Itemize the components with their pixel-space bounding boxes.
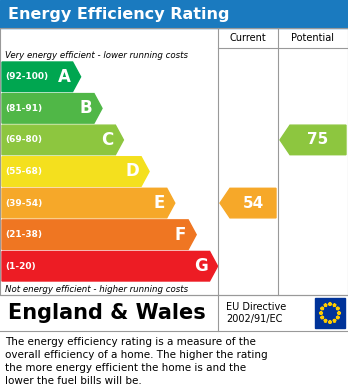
Text: 2002/91/EC: 2002/91/EC — [226, 314, 282, 325]
Polygon shape — [328, 320, 332, 323]
Text: (39-54): (39-54) — [5, 199, 42, 208]
Bar — [0, 28, 348, 295]
Polygon shape — [2, 62, 81, 91]
Polygon shape — [321, 307, 324, 310]
Polygon shape — [333, 303, 336, 307]
Polygon shape — [333, 319, 336, 322]
Text: 75: 75 — [307, 133, 329, 147]
Bar — [315, 298, 345, 328]
Bar — [0, 0, 348, 28]
Text: (81-91): (81-91) — [5, 104, 42, 113]
Polygon shape — [324, 319, 327, 322]
Text: (1-20): (1-20) — [5, 262, 35, 271]
Polygon shape — [2, 125, 124, 155]
Text: C: C — [101, 131, 113, 149]
Polygon shape — [336, 307, 340, 310]
Polygon shape — [328, 302, 332, 305]
Polygon shape — [2, 188, 175, 218]
Text: lower the fuel bills will be.: lower the fuel bills will be. — [5, 376, 142, 386]
Bar — [0, 295, 348, 331]
Text: F: F — [175, 226, 186, 244]
Text: the more energy efficient the home is and the: the more energy efficient the home is an… — [5, 363, 246, 373]
Text: Potential: Potential — [292, 33, 334, 43]
Text: EU Directive: EU Directive — [226, 301, 286, 312]
Text: B: B — [79, 99, 92, 117]
Text: Not energy efficient - higher running costs: Not energy efficient - higher running co… — [5, 285, 188, 294]
Polygon shape — [337, 311, 341, 314]
Polygon shape — [2, 93, 102, 123]
Text: G: G — [194, 257, 207, 275]
Polygon shape — [336, 316, 340, 319]
Text: (55-68): (55-68) — [5, 167, 42, 176]
Polygon shape — [2, 220, 196, 249]
Polygon shape — [321, 316, 324, 319]
Polygon shape — [319, 311, 323, 314]
Text: Current: Current — [230, 33, 266, 43]
Polygon shape — [2, 251, 218, 281]
Text: A: A — [58, 68, 71, 86]
Text: (92-100): (92-100) — [5, 72, 48, 81]
Polygon shape — [220, 188, 276, 218]
Text: D: D — [125, 163, 139, 181]
Polygon shape — [324, 303, 327, 307]
Text: Very energy efficient - lower running costs: Very energy efficient - lower running co… — [5, 51, 188, 60]
Text: E: E — [153, 194, 165, 212]
Text: overall efficiency of a home. The higher the rating: overall efficiency of a home. The higher… — [5, 350, 268, 360]
Text: 54: 54 — [242, 196, 264, 211]
Polygon shape — [2, 157, 149, 186]
Text: England & Wales: England & Wales — [8, 303, 206, 323]
Text: The energy efficiency rating is a measure of the: The energy efficiency rating is a measur… — [5, 337, 256, 347]
Polygon shape — [280, 125, 346, 155]
Text: (21-38): (21-38) — [5, 230, 42, 239]
Text: (69-80): (69-80) — [5, 135, 42, 144]
Text: Energy Efficiency Rating: Energy Efficiency Rating — [8, 7, 229, 22]
